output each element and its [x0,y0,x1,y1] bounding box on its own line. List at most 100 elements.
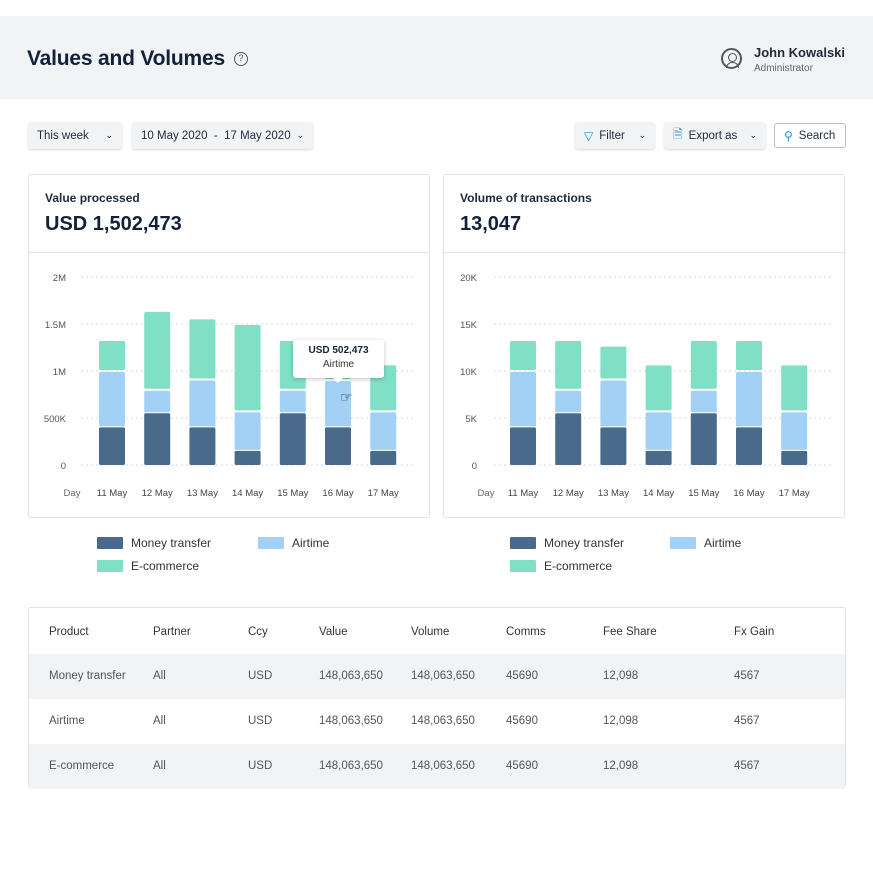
table-row[interactable]: Money transfer All USD 148,063,650 148,063,6… [29,654,845,699]
card-label: Volume of transactions [460,191,592,205]
table-cell: 148,063,650 [319,715,383,727]
table-header-row: Product Partner Ccy Value Volume Comms Fee Sha… [29,610,845,655]
file-icon: 🗎 [673,127,683,141]
bar-e-commerce [144,311,171,389]
bar-money-transfer [600,427,627,465]
x-tick-label: 11 May [508,488,539,499]
bar-airtime [370,412,397,450]
table-cell: Value [319,626,348,638]
bar-money-transfer [781,450,808,465]
table-cell: 148,063,650 [411,715,475,727]
bar-e-commerce [645,365,672,411]
x-tick-label: 15 May [277,488,308,499]
y-tick-label: 2M [53,273,66,284]
page-title: Values and Volumes [27,47,225,70]
summary-table: Product Partner Ccy Value Volume Comms Fee Sha… [28,607,846,789]
bar-e-commerce [690,340,717,389]
table-row[interactable]: Airtime All USD 148,063,650 148,063,650 45690… [29,699,845,744]
hand-cursor-icon: ☞ [340,389,353,405]
table-cell: 45690 [506,670,538,682]
x-axis-label: Day [64,488,81,499]
bar-airtime [234,412,261,450]
table-cell: Ccy [248,626,268,638]
bar-e-commerce [600,346,627,379]
y-tick-label: 0 [61,461,66,472]
legend-airtime[interactable]: Airtime [258,536,329,550]
x-tick-label: 17 May [368,488,399,499]
y-tick-label: 5K [465,414,477,425]
chevron-down-icon: ⌄ [749,130,757,140]
bar-e-commerce [99,340,125,370]
bar-e-commerce [510,340,536,370]
bar-e-commerce [736,340,762,370]
y-tick-label: 1M [53,367,66,378]
legend-money-transfer[interactable]: Money transfer [510,536,624,550]
filter-label: Filter [599,129,625,142]
table-cell: Comms [506,626,546,638]
bar-airtime [781,412,808,450]
legend-ecommerce[interactable]: E-commerce [510,559,612,573]
bar-money-transfer [325,427,351,465]
export-label: Export as [688,129,738,142]
table-cell: 4567 [734,760,760,772]
user-role: Administrator [754,63,813,74]
card-value: 13,047 [460,213,522,235]
value-chart: 0 500K 1M 1.5M 2M Day 11 May 12 May 13 May 14 May… [44,273,416,499]
table-cell: 4567 [734,670,760,682]
x-tick-label: 13 May [598,488,629,499]
x-tick-label: 12 May [142,488,173,499]
bar-money-transfer [234,450,261,465]
bar-airtime [189,380,216,427]
y-tick-label: 500K [44,414,67,425]
table-cell: 12,098 [603,715,639,727]
table-cell: 148,063,650 [319,670,383,682]
table-cell: 12,098 [603,760,639,772]
search-button[interactable]: ⚲ Search [774,123,846,148]
legend-ecommerce[interactable]: E-commerce [97,559,199,573]
title-group: Values and Volumes ? [27,47,248,71]
user-avatar-icon[interactable] [721,48,742,69]
legend-money-transfer[interactable]: Money transfer [97,536,211,550]
date-range-dropdown[interactable]: 10 May 2020 - 17 May 2020 ⌄ [132,122,314,149]
bar-money-transfer [690,413,717,465]
date-range-label: 10 May 2020 - 17 May 2020 [141,129,291,142]
table-cell: Airtime [49,715,85,727]
bar-airtime [555,390,582,413]
user-name[interactable]: John Kowalski [754,45,846,60]
table-row[interactable]: E-commerce All USD 148,063,650 148,063,650 45… [29,744,845,789]
bar-money-transfer [645,450,672,465]
search-icon: ⚲ [784,128,793,143]
table-cell: Volume [411,626,450,638]
x-tick-label: 13 May [187,488,218,499]
bar-e-commerce [555,340,582,389]
filter-button[interactable]: ▽ Filter ⌄ [575,122,655,149]
value-card: Value processed USD 1,502,473 0 500K 1M 1.5M… [28,174,430,518]
chevron-down-icon: ⌄ [638,130,646,140]
tooltip-value: USD 502,473 [308,345,369,356]
help-icon[interactable]: ? [233,52,248,66]
chart-tooltip: USD 502,473 Airtime [293,340,384,383]
period-dropdown[interactable]: This week ⌄ [28,122,122,149]
bar-e-commerce [781,365,808,411]
y-tick-label: 10K [460,367,478,378]
y-tick-label: 15K [460,320,478,331]
bar-airtime [279,390,306,413]
search-label: Search [798,129,836,142]
table-cell: All [153,760,166,772]
y-tick-label: 20K [460,273,478,284]
bar-money-transfer [370,450,397,465]
table-cell: All [153,715,166,727]
bar-money-transfer [99,427,125,465]
bar-money-transfer [510,427,536,465]
table-cell: Product [49,626,89,638]
volume-card: Volume of transactions 13,047 0 5K 10K 15K 20… [443,174,845,518]
bar-airtime [510,372,536,427]
table-cell: 45690 [506,715,538,727]
export-button[interactable]: 🗎 Export as ⌄ [664,122,766,149]
legend-airtime[interactable]: Airtime [670,536,741,550]
y-tick-label: 1.5M [45,320,66,331]
period-label: This week [37,129,89,142]
table-cell: 12,098 [603,670,639,682]
x-tick-label: 16 May [322,488,353,499]
x-tick-label: 17 May [779,488,810,499]
